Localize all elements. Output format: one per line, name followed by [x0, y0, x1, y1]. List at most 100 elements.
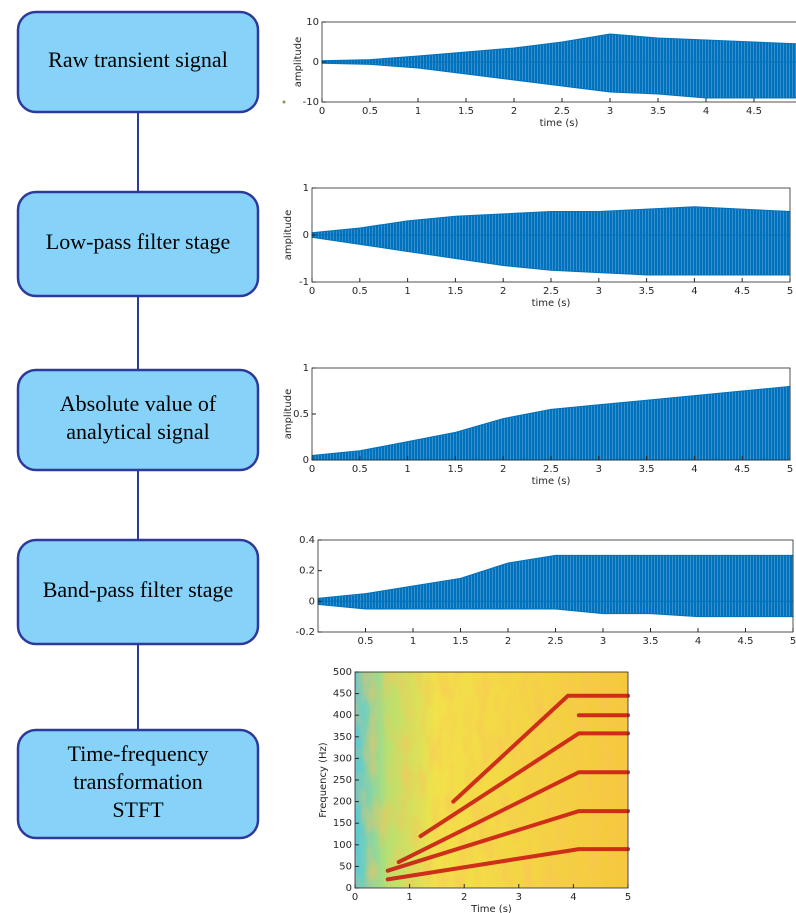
x-tick-label: 2 [461, 892, 467, 903]
x-axis-label: time (s) [532, 298, 571, 309]
x-tick-label: 2 [511, 106, 517, 117]
signal-envelope [311, 385, 791, 461]
flow-label: STFT [112, 797, 164, 822]
y-tick-label: 10 [306, 17, 319, 28]
y-axis-label: amplitude [283, 389, 294, 440]
y-tick-label: 0.2 [299, 566, 315, 577]
ridge [385, 809, 630, 873]
x-tick-label: 3.5 [639, 286, 655, 297]
y-axis-label: amplitude [293, 37, 304, 88]
x-tick-label: 1.5 [447, 464, 463, 475]
x-tick-label: 4 [691, 286, 697, 297]
x-tick-label: 4 [695, 636, 701, 647]
dot [282, 100, 286, 104]
spectrogram-noise [355, 672, 628, 888]
y-tick-label: 50 [339, 861, 352, 872]
x-axis-label: Time (s) [470, 904, 512, 913]
y-tick-label: -1 [299, 277, 309, 288]
x-tick-label: 2.5 [554, 106, 570, 117]
y-tick-label: 200 [333, 797, 352, 808]
x-tick-label: 2.5 [543, 286, 559, 297]
ridge [385, 847, 630, 882]
y-tick-label: 1 [303, 363, 309, 374]
ridge [451, 693, 630, 804]
signal-envelope [317, 600, 794, 618]
x-tick-label: 0.5 [362, 106, 378, 117]
x-tick-label: 0 [319, 106, 325, 117]
flow-box [16, 538, 260, 646]
x-tick-label: 1 [406, 892, 412, 903]
flow-label: Absolute value of [60, 391, 217, 416]
x-tick-label: 5 [625, 892, 631, 903]
x-tick-label: 1.5 [458, 106, 474, 117]
y-tick-label: 100 [333, 840, 352, 851]
x-tick-label: 2 [505, 636, 511, 647]
x-tick-label: 3 [600, 636, 606, 647]
x-tick-label: 1.5 [453, 636, 469, 647]
y-tick-label: 0.5 [293, 409, 309, 420]
x-tick-label: 3.5 [650, 106, 666, 117]
y-tick-label: 0 [309, 596, 315, 607]
y-tick-label: 400 [333, 710, 352, 721]
x-tick-label: 3.5 [639, 464, 655, 475]
ridge [396, 770, 630, 865]
flow-label: Low-pass filter stage [46, 229, 231, 254]
x-tick-label: 3.5 [643, 636, 659, 647]
flow-label: analytical signal [66, 419, 210, 444]
ridge [418, 731, 630, 839]
x-axis-label: time (s) [540, 118, 579, 129]
y-tick-label: 0 [346, 883, 352, 894]
signal-envelope [317, 554, 794, 602]
y-axis-label: Frequency (Hz) [318, 742, 329, 818]
x-tick-label: 2 [500, 464, 506, 475]
x-tick-label: 4 [691, 464, 697, 475]
flow-label: transformation [73, 769, 203, 794]
x-axis-label: time (s) [532, 476, 571, 487]
y-tick-label: -10 [303, 97, 319, 108]
x-tick-label: 4 [570, 892, 576, 903]
flow-label: Time-frequency [68, 741, 209, 766]
y-tick-label: 0 [303, 230, 309, 241]
y-tick-label: 350 [333, 732, 352, 743]
x-tick-label: 0.5 [352, 286, 368, 297]
x-tick-label: 5 [787, 464, 793, 475]
flow-label: Raw transient signal [48, 47, 228, 72]
x-tick-label: 4.5 [746, 106, 762, 117]
x-tick-label: 1 [404, 286, 410, 297]
x-tick-label: 0.5 [358, 636, 374, 647]
signal-envelope [321, 61, 796, 99]
x-tick-label: 1 [410, 636, 416, 647]
x-tick-label: 4.5 [734, 464, 750, 475]
y-tick-label: 1 [303, 183, 309, 194]
x-tick-label: 5 [790, 636, 796, 647]
x-tick-label: 1.5 [447, 286, 463, 297]
y-tick-label: 300 [333, 753, 352, 764]
flow-box [16, 190, 260, 298]
y-axis-label: amplitude [283, 210, 294, 261]
x-tick-label: 0.5 [352, 464, 368, 475]
x-tick-label: 2 [500, 286, 506, 297]
y-tick-label: 150 [333, 818, 352, 829]
flow-box [16, 728, 260, 840]
flow-box [16, 10, 260, 114]
x-tick-label: 0 [352, 892, 358, 903]
x-tick-label: 4.5 [734, 286, 750, 297]
y-tick-label: 250 [333, 775, 352, 786]
flow-box [16, 368, 260, 472]
x-tick-label: 2.5 [543, 464, 559, 475]
y-tick-label: 0 [313, 57, 319, 68]
y-tick-label: 500 [333, 667, 352, 678]
x-tick-label: 0 [309, 286, 315, 297]
signal-envelope [311, 206, 791, 236]
x-tick-label: 3 [607, 106, 613, 117]
y-tick-label: -0.2 [295, 627, 315, 638]
x-tick-label: 4 [703, 106, 709, 117]
x-tick-label: 2.5 [548, 636, 564, 647]
x-tick-label: 4.5 [738, 636, 754, 647]
x-tick-label: 0 [309, 464, 315, 475]
x-tick-label: 3 [596, 286, 602, 297]
x-tick-label: 5 [787, 286, 793, 297]
y-tick-label: 0 [303, 455, 309, 466]
x-tick-label: 3 [596, 464, 602, 475]
